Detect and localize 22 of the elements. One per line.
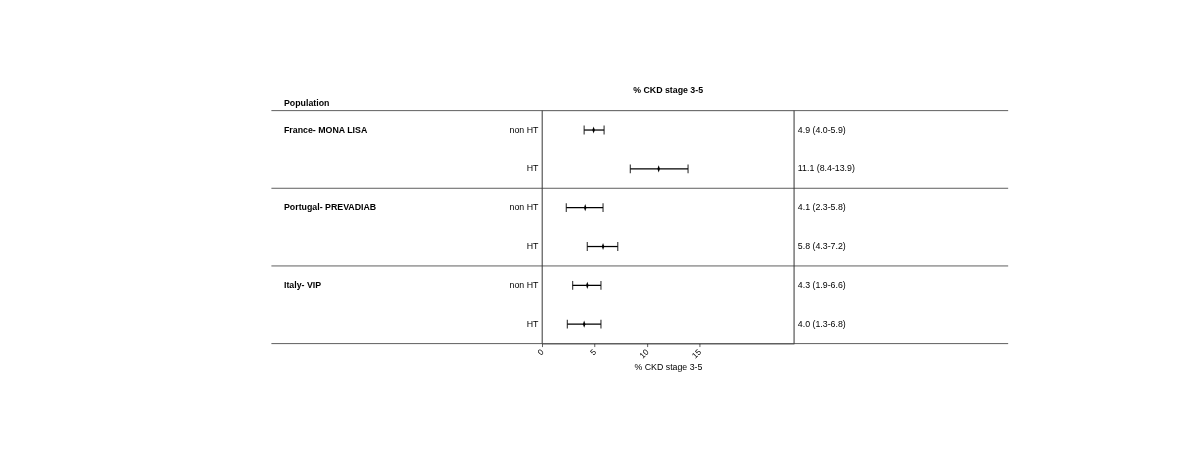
chart-title: % CKD stage 3-5 <box>633 84 704 95</box>
y-tick-label: non HT <box>509 202 540 213</box>
y-tick-label: HT <box>526 241 540 252</box>
text: 4.9 (4.0-5.9) <box>797 124 846 135</box>
x-tick-label: 10 <box>637 347 651 361</box>
y-tick-label: HT <box>526 163 540 174</box>
text: 5.8 (4.3-7.2) <box>797 241 846 252</box>
text: Portugal- PREVADIAB <box>284 202 377 213</box>
text: Italy- VIP <box>284 279 322 290</box>
x-tick-label: 0 <box>536 347 547 358</box>
x-axis-title: % CKD stage 3-5 <box>634 361 703 372</box>
text: 4.3 (1.9-6.6) <box>797 279 846 290</box>
x-tick-label: 15 <box>690 347 704 361</box>
y-tick-label: non HT <box>509 279 540 290</box>
text: France- MONA LISA <box>284 124 368 135</box>
x-tick-label: 5 <box>588 347 599 358</box>
y-tick-label: non HT <box>509 124 540 135</box>
text: 4.1 (2.3-5.8) <box>797 202 846 213</box>
y-tick-label: HT <box>526 318 540 329</box>
text: Population <box>284 97 330 108</box>
text: 11.1 (8.4-13.9) <box>797 163 855 174</box>
text: 4.0 (1.3-6.8) <box>797 318 846 329</box>
